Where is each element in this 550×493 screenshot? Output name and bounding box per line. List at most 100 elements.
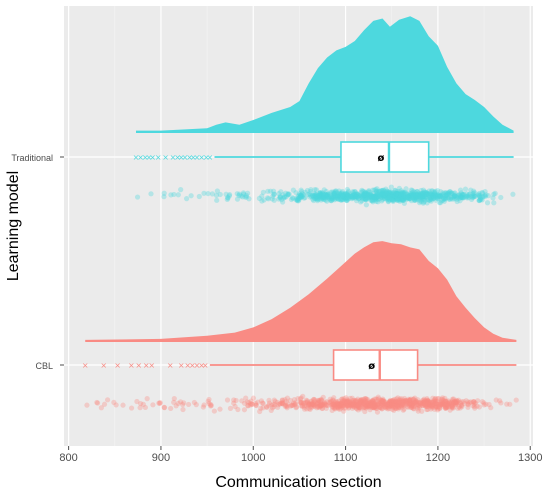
rain-point	[343, 401, 349, 407]
rain-point	[454, 198, 460, 205]
rain-point	[360, 405, 366, 411]
rain-point	[353, 198, 360, 204]
rain-point	[365, 398, 371, 404]
rain-point	[394, 402, 400, 408]
rain-point	[408, 404, 415, 410]
rain-point	[388, 401, 394, 407]
rain-point	[338, 197, 344, 203]
rain-point	[366, 404, 372, 410]
rain-point	[329, 401, 335, 408]
rain-point	[417, 192, 423, 198]
rain-point	[418, 198, 424, 205]
rain-point	[338, 402, 345, 409]
rain-point	[340, 400, 346, 406]
rain-point	[358, 189, 364, 195]
rain-point	[397, 400, 403, 406]
rain-point	[309, 401, 315, 407]
rain-point	[419, 194, 425, 201]
rain-point	[354, 399, 360, 406]
rain-point	[335, 193, 341, 199]
rain-point	[373, 396, 379, 402]
rain-point	[433, 197, 439, 203]
rain-point	[391, 193, 398, 200]
rain-point	[460, 195, 466, 201]
x-tick-label: 900	[152, 452, 170, 464]
rain-point	[393, 191, 399, 197]
rain-point	[286, 191, 292, 197]
rain-point	[374, 409, 381, 415]
rain-point	[225, 195, 231, 201]
rain-point	[370, 397, 376, 403]
rain-point	[430, 191, 436, 197]
rain-point	[418, 401, 424, 407]
rain-point	[386, 190, 392, 196]
rain-point	[341, 398, 347, 404]
outlier-marker: ×	[135, 361, 142, 370]
rain-point	[461, 191, 467, 197]
rain-point	[380, 192, 386, 198]
rain-point	[407, 397, 413, 403]
rain-point	[253, 402, 259, 408]
rain-point	[381, 399, 387, 405]
rain-point	[325, 191, 331, 197]
rain-point	[395, 191, 401, 197]
rain-point	[447, 196, 453, 202]
rain-point	[275, 402, 281, 408]
rain-point	[396, 189, 402, 195]
rain-point	[443, 193, 449, 199]
rain-point	[455, 398, 461, 405]
rain-point	[404, 399, 410, 405]
rain-point	[402, 395, 408, 402]
rain-point	[373, 188, 380, 195]
rain-point	[452, 190, 458, 196]
rain-point	[449, 190, 455, 197]
rain-point	[356, 193, 362, 199]
rain-point	[371, 187, 377, 193]
rain-point	[313, 192, 319, 198]
density-cloud	[85, 241, 517, 342]
rain-point	[291, 400, 297, 406]
rain-point	[295, 193, 301, 200]
rain-point	[339, 399, 346, 405]
rain-point	[317, 190, 323, 196]
rain-point	[414, 192, 421, 198]
rain-point	[433, 403, 439, 410]
rain-point	[407, 397, 413, 404]
rain-point	[400, 190, 406, 196]
rain-point	[370, 404, 376, 410]
rain-point	[412, 189, 418, 196]
rain-point	[137, 405, 143, 411]
rain-point	[385, 189, 391, 195]
rain-point	[324, 198, 330, 204]
rain-point	[352, 194, 358, 200]
rain-point	[332, 399, 338, 405]
rain-point	[427, 402, 433, 409]
rain-point	[384, 191, 391, 198]
rain-point	[449, 400, 455, 406]
rain-point	[414, 192, 420, 198]
rain-point	[295, 198, 302, 204]
rain-point	[395, 190, 401, 196]
rain-point	[368, 193, 374, 199]
rain-point	[373, 198, 379, 205]
rain-point	[389, 402, 395, 408]
rain-point	[250, 395, 257, 401]
rain-point	[379, 192, 385, 198]
rain-point	[298, 192, 304, 198]
rain-point	[380, 187, 387, 193]
rain-point	[398, 403, 404, 409]
rain-point	[379, 198, 385, 204]
rain-point	[323, 402, 329, 409]
rain-point	[452, 193, 458, 199]
rain-point	[385, 198, 392, 204]
rain-point	[429, 403, 435, 410]
rain-point	[372, 196, 378, 202]
rain-point	[393, 405, 399, 411]
rain-point	[330, 196, 336, 202]
rain-point	[430, 196, 436, 202]
rain-point	[312, 191, 318, 198]
rain-point	[428, 404, 434, 410]
rain-point	[231, 397, 237, 403]
rain-point	[84, 402, 90, 408]
rain-point	[379, 401, 385, 407]
